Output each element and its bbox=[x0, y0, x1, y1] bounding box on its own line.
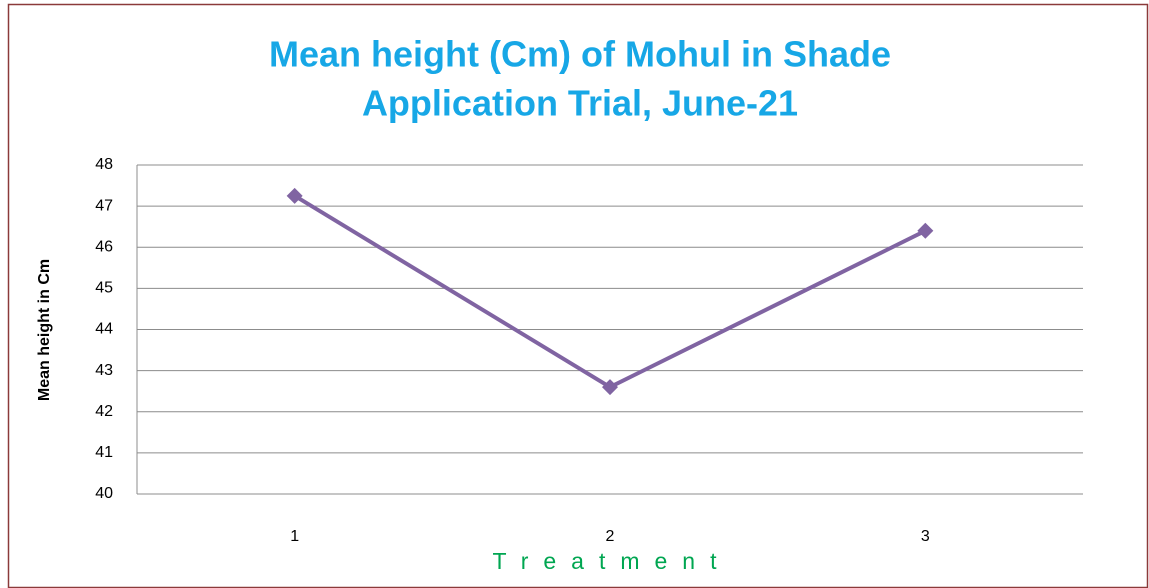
x-axis-title: Treatment bbox=[493, 548, 732, 574]
data-point bbox=[917, 222, 934, 239]
y-axis-title: Mean height in Cm bbox=[36, 259, 53, 401]
y-tick-label: 47 bbox=[95, 197, 113, 214]
x-tick-label: 3 bbox=[921, 528, 930, 545]
y-tick-label: 43 bbox=[95, 362, 113, 379]
y-tick-label: 46 bbox=[95, 238, 113, 255]
data-point bbox=[286, 187, 303, 204]
y-tick-label: 42 bbox=[95, 403, 113, 420]
y-tick-label: 44 bbox=[95, 321, 113, 338]
y-tick-label: 41 bbox=[95, 444, 113, 461]
y-tick-label: 48 bbox=[95, 156, 113, 173]
data-point bbox=[602, 379, 618, 396]
chart-title: Mean height (Cm) of Mohul in Shade bbox=[269, 34, 891, 75]
x-tick-label: 1 bbox=[290, 528, 299, 545]
x-tick-label: 2 bbox=[606, 528, 615, 545]
chart-title: Application Trial, June-21 bbox=[362, 83, 798, 124]
y-tick-label: 45 bbox=[95, 280, 113, 297]
y-tick-label: 40 bbox=[95, 485, 113, 502]
chart-border bbox=[7, 3, 1149, 588]
